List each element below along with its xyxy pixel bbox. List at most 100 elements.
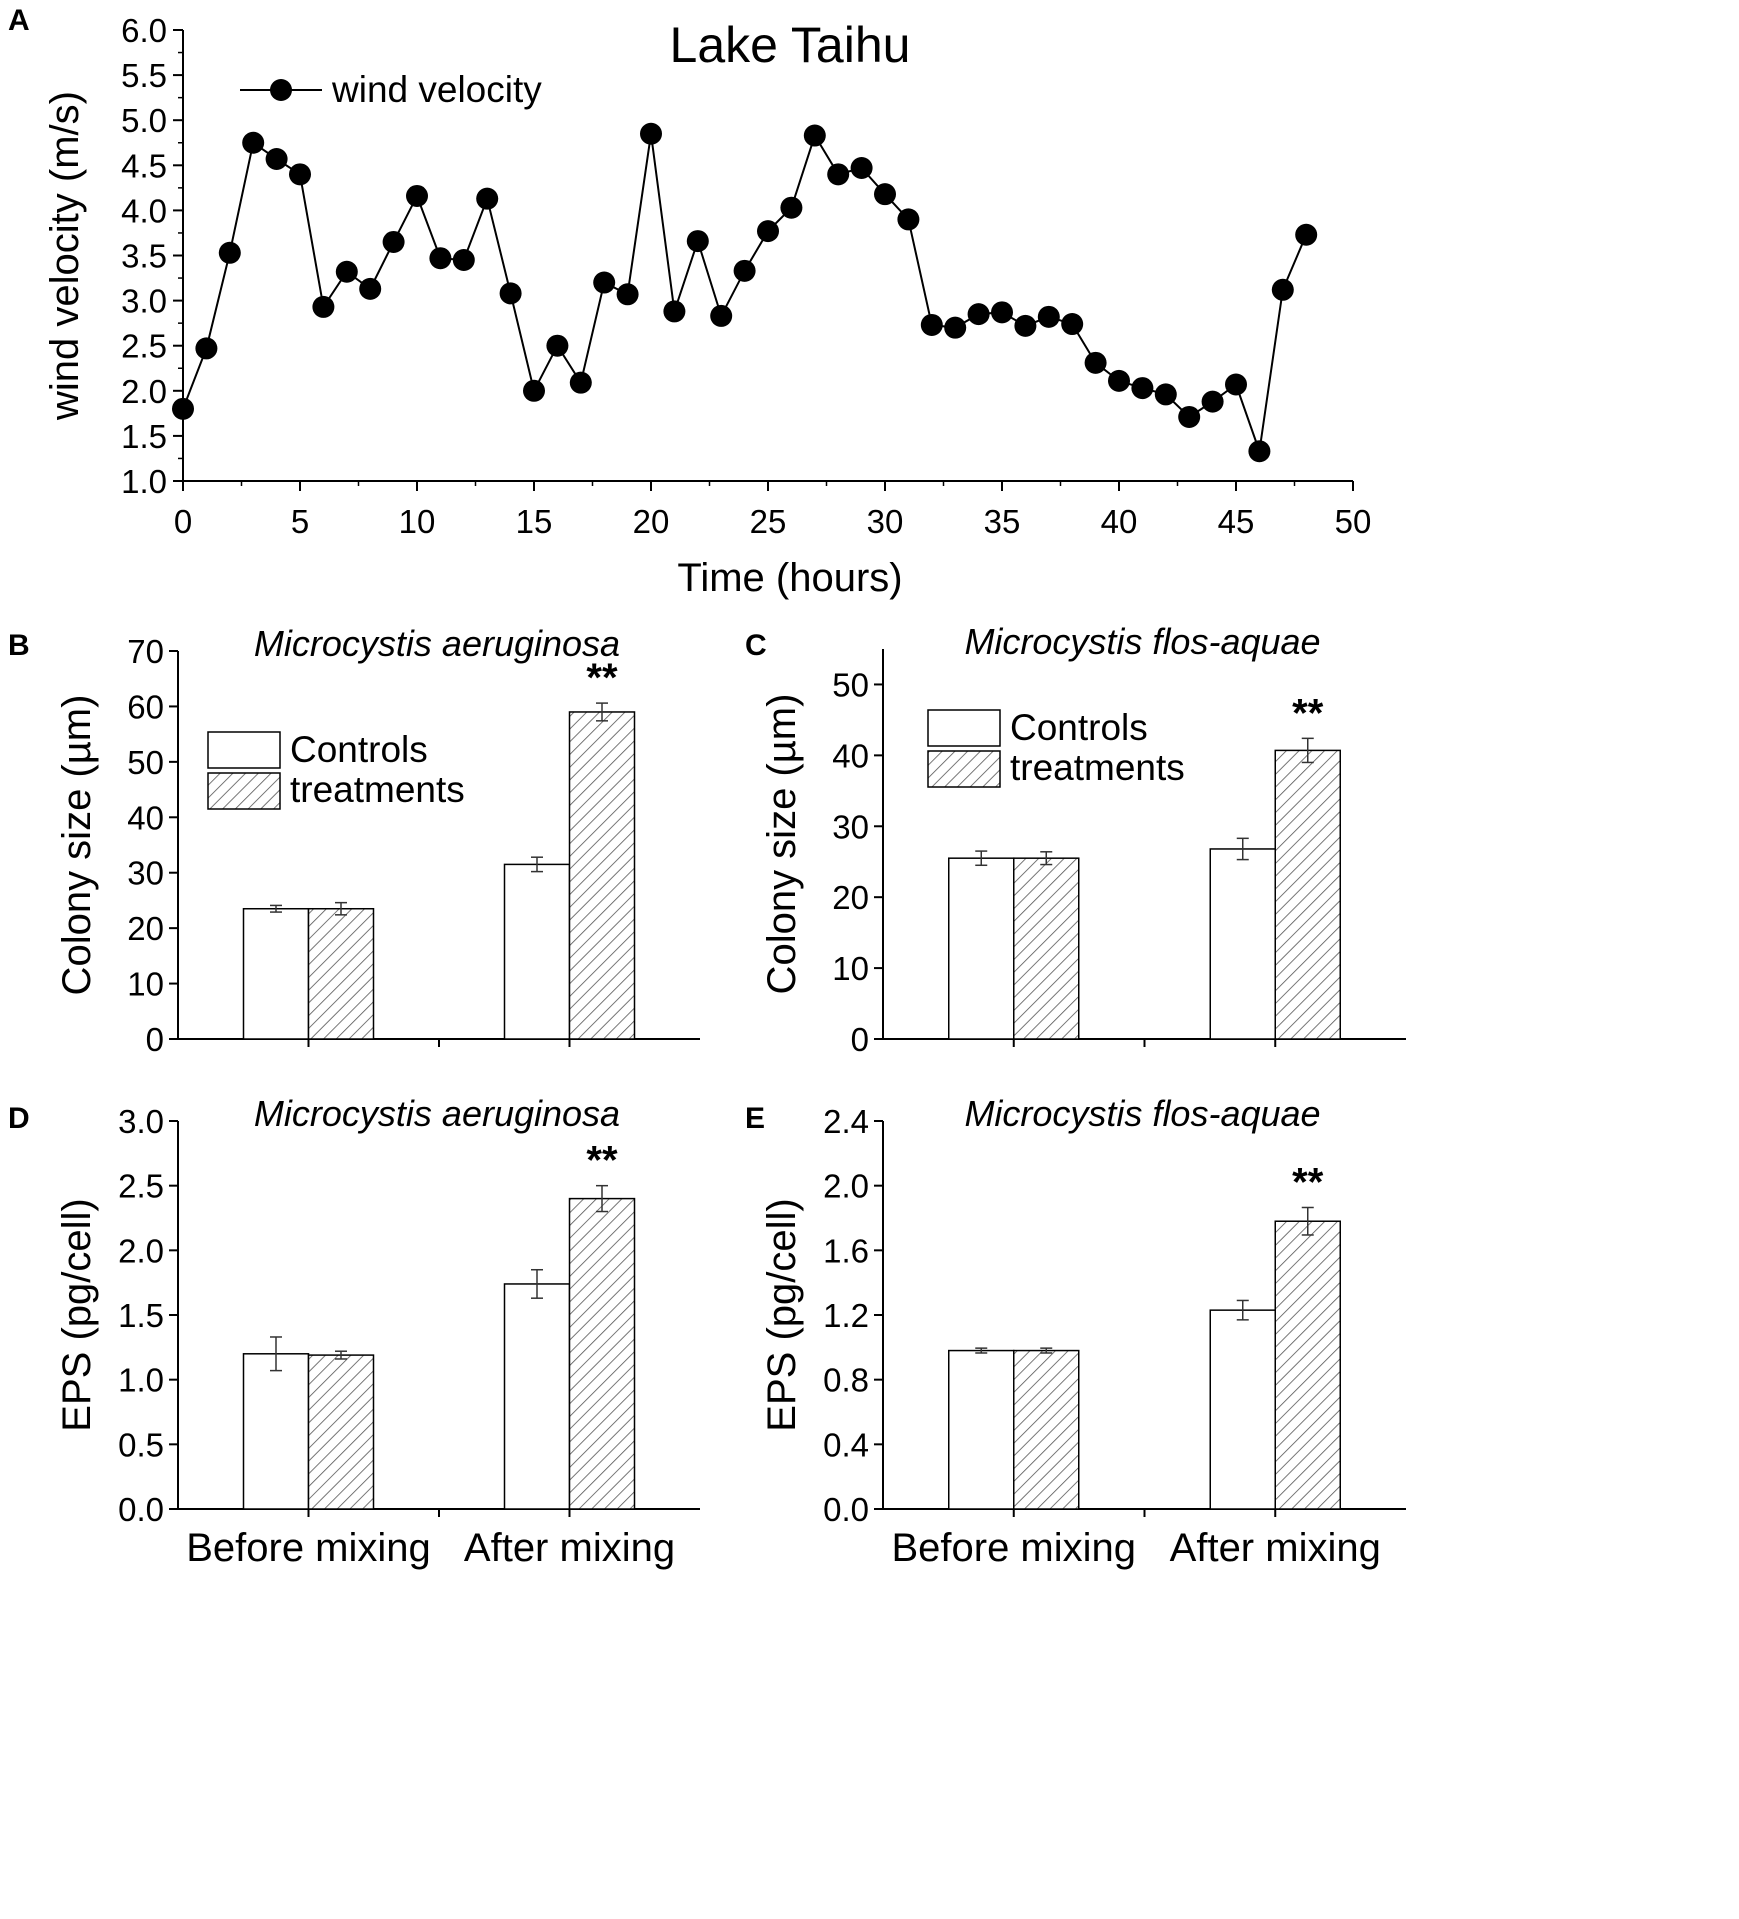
bar-treatments [307,907,375,1040]
bar-controls [503,1283,571,1510]
y-tick-label: 1.0 [118,1362,164,1399]
bar-treatments [1013,1349,1080,1510]
data-point [312,295,335,318]
chart-title: Microcystis flos-aquae [964,621,1320,662]
data-point [1131,377,1154,400]
x-axis-label: Time (hours) [677,556,902,600]
y-tick-label: 1.5 [121,418,167,455]
data-point [1108,369,1130,392]
data-point [429,247,452,270]
data-point [850,157,873,180]
bar-controls [242,1353,310,1510]
panel-a: A 1.0 1.5 2.0 2.5 3.0 3.5 4.0 4.5 5.0 5.5 6.0 0 5 10 15… [8,4,1371,600]
x-tick-label: 0 [174,503,192,540]
legend-swatch-treatments [207,772,281,810]
category-label: Before mixing [186,1526,431,1570]
bar-controls [503,863,571,1040]
y-tick-label: 70 [127,633,164,670]
x-tick-label: 40 [1101,503,1138,540]
panel-label-d: D [8,1102,30,1135]
bar-controls [948,857,1015,1040]
series-line [182,133,1308,452]
bar-controls [1209,1309,1276,1510]
panel-label-e: E [745,1102,765,1135]
legend-label-controls: Controls [1010,707,1148,748]
y-tick-label: 1.0 [121,463,167,500]
bar-treatments [307,1354,375,1510]
y-tick-label: 4.5 [121,147,167,184]
y-tick-label: 0.8 [823,1362,869,1399]
y-tick-label: 50 [832,666,869,703]
chart-title: Microcystis flos-aquae [964,1093,1320,1134]
y-tick-label: 40 [832,737,869,774]
x-tick-label: 45 [1218,503,1255,540]
panel-label-c: C [745,629,767,662]
bar-controls [948,1349,1015,1510]
data-point [335,260,358,283]
data-point [172,397,194,420]
x-tick-label: 10 [399,503,436,540]
y-tick-label: 2.5 [118,1168,164,1205]
panel-label-b: B [8,629,30,662]
x-tick-label: 35 [984,503,1021,540]
y-tick-label: 3.5 [121,238,167,275]
panel-d: D 0.0 0.5 1.0 1.5 2.0 2.5 3.0 EPS (pg/cell) Micro… [8,1093,700,1570]
y-tick-label: 50 [127,744,164,781]
legend-swatch-controls [927,709,1001,747]
y-tick-label: 30 [832,808,869,845]
data-point [476,187,499,210]
y-tick-label: 2.0 [823,1168,869,1205]
legend-swatch-treatments [927,750,1001,788]
y-tick-label: 1.5 [118,1297,164,1334]
legend-label-controls: Controls [290,729,428,770]
y-tick-label: 20 [127,910,164,947]
data-point [1248,440,1271,463]
data-point [1061,313,1084,336]
data-point [1295,223,1318,246]
data-point [452,249,475,272]
data-point [1154,383,1177,406]
y-axis-label: wind velocity (m/s) [43,91,87,421]
data-point [663,300,686,323]
legend-marker [270,79,292,101]
legend-swatch-controls [207,731,281,769]
y-axis-label: Colony size (µm) [55,695,99,996]
bar-treatments [1013,857,1080,1040]
y-tick-label: 60 [127,688,164,725]
y-tick-label: 5.5 [121,57,167,94]
y-tick-label: 0 [851,1021,869,1058]
legend-label-treatments: treatments [1010,747,1185,788]
data-point [920,313,943,336]
data-point [967,303,990,326]
y-tick-label: 3.0 [121,283,167,320]
y-tick-label: 5.0 [121,102,167,139]
data-point [523,379,545,402]
significance-label: ** [1292,691,1324,735]
y-tick-label: 2.4 [823,1103,869,1140]
data-point [944,316,967,339]
category-label: After mixing [1170,1526,1381,1570]
bar-controls [1209,848,1276,1040]
data-point [686,230,709,253]
data-point [265,147,288,170]
data-point [1178,405,1201,428]
y-tick-label: 30 [127,855,164,892]
data-point [710,304,733,327]
data-point [218,241,241,264]
data-point [827,163,850,186]
y-tick-label: 1.6 [823,1232,869,1269]
data-point [569,371,592,394]
data-point [382,230,405,253]
y-tick-label: 6.0 [121,12,167,49]
data-point [195,337,218,360]
data-point [991,301,1013,324]
y-tick-label: 4.0 [121,192,167,229]
bar-treatments [568,711,636,1040]
data-point [359,277,382,300]
data-point [1225,373,1247,396]
data-point [546,334,569,357]
data-point [874,183,896,206]
x-tick-label: 25 [750,503,787,540]
